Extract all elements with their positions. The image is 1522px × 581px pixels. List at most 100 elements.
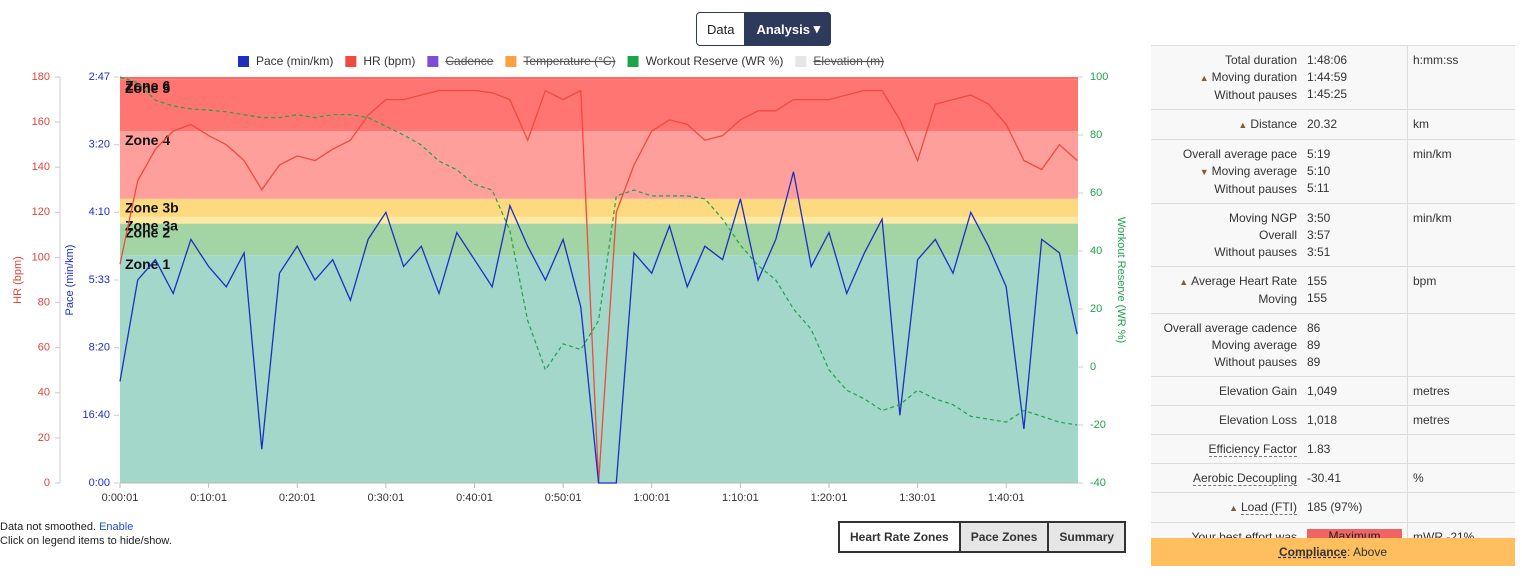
stat-label-line: ▲ Distance: [1156, 116, 1297, 134]
stat-label: Distance: [1250, 117, 1297, 131]
legend-swatch: [238, 56, 249, 67]
pace-tick-label: 0:00: [89, 477, 110, 489]
caret-icon[interactable]: ▲: [1179, 277, 1189, 287]
stat-value: 5:10: [1307, 164, 1331, 178]
legend-item[interactable]: Pace (min/km): [238, 54, 333, 68]
stat-labels: ▲ Load (FTI): [1151, 492, 1302, 523]
legend-label: Workout Reserve (WR %): [646, 54, 784, 68]
stat-label-line: Moving NGP: [1156, 210, 1297, 227]
hr-tick-label: 140: [32, 161, 50, 173]
stat-row: ▲ Average Heart Rate Moving 155 155 bpm: [1151, 266, 1515, 314]
wr-tick-label: 100: [1090, 71, 1108, 83]
stat-unit-text: bpm: [1413, 274, 1437, 288]
caret-icon[interactable]: ▲: [1199, 73, 1209, 83]
stat-unit-text: min/km: [1413, 211, 1452, 225]
stat-value: 20.32: [1307, 117, 1338, 131]
stat-label: Load (FTI): [1240, 500, 1297, 515]
pace-zones-button[interactable]: Pace Zones: [958, 523, 1048, 551]
stat-label-line: Without pauses: [1156, 181, 1297, 198]
stat-value: 1:48:06: [1307, 53, 1348, 67]
zone-band: [120, 198, 1078, 217]
stat-label: Moving average: [1211, 338, 1297, 352]
hr-tick-label: 0: [44, 477, 50, 489]
legend-label: Pace (min/km): [256, 54, 333, 68]
stat-label: Efficiency Factor: [1208, 442, 1297, 457]
stat-labels: Efficiency Factor: [1151, 434, 1302, 464]
caret-icon[interactable]: ▲: [1229, 503, 1238, 513]
x-tick-label: 1:40:01: [988, 492, 1025, 504]
hr-zones-button[interactable]: Heart Rate Zones: [840, 523, 959, 551]
stats-table: Total duration ▲ Moving duration Without pa…: [1151, 45, 1515, 551]
legend-item[interactable]: Elevation (m): [795, 54, 884, 68]
stat-label: Aerobic Decoupling: [1192, 471, 1297, 486]
stat-label-line: ▲ Load (FTI): [1156, 499, 1297, 517]
tab-label: Analysis: [756, 21, 810, 37]
stat-label-line: Aerobic Decoupling: [1156, 470, 1297, 487]
tab-data[interactable]: Data: [696, 12, 746, 46]
wr-axis-title: Workout Reserve (WR %): [1115, 217, 1127, 343]
compliance-bar: Compliance: Above: [1151, 538, 1515, 566]
zone-band: [120, 79, 1078, 132]
legend-hint: Click on legend items to hide/show.: [0, 535, 172, 547]
caret-icon[interactable]: ▲: [1238, 120, 1248, 130]
enable-link[interactable]: Enable: [99, 521, 134, 533]
tab-analysis[interactable]: Analysis ▾: [745, 12, 832, 46]
stat-values: 155 155: [1302, 266, 1408, 314]
stat-label-line: Efficiency Factor: [1156, 441, 1297, 458]
stat-labels: ▲ Average Heart Rate Moving: [1151, 266, 1302, 314]
legend-item[interactable]: Workout Reserve (WR %): [627, 54, 784, 68]
series-line: [119, 171, 1078, 484]
hr-tick-label: 100: [32, 251, 50, 263]
legend-swatch: [427, 56, 439, 67]
stat-value: 89: [1307, 338, 1321, 352]
zone-label: Zone 5: [125, 80, 170, 96]
stat-label-line: ▲ Moving duration: [1156, 69, 1297, 87]
stat-label: Without pauses: [1214, 88, 1297, 102]
stat-label: Overall: [1258, 228, 1297, 242]
note-line: Data not smoothed. Enable: [0, 520, 172, 534]
zone-buttons: Heart Rate Zones Pace Zones Summary: [838, 521, 1127, 553]
stat-unit: [1407, 313, 1515, 377]
hr-tick-label: 120: [32, 206, 50, 218]
legend-item[interactable]: Cadence: [427, 54, 494, 68]
summary-button[interactable]: Summary: [1047, 523, 1125, 551]
stat-label-line: Without pauses: [1156, 244, 1297, 261]
legend-swatch: [345, 56, 357, 67]
stat-label: Elevation Loss: [1218, 413, 1297, 427]
legend-item[interactable]: Temperature (°C): [505, 54, 616, 68]
zone-label: Zone 6: [125, 78, 170, 94]
zone-band: [120, 223, 1078, 256]
x-tick-label: 1:30:01: [899, 492, 936, 504]
caret-icon[interactable]: ▼: [1199, 167, 1209, 177]
stat-label-line: Without pauses: [1156, 87, 1297, 104]
legend-item[interactable]: HR (bpm): [345, 54, 415, 68]
stat-unit: metres: [1407, 405, 1515, 435]
stat-label: Moving: [1258, 292, 1297, 306]
stat-values: 1.83: [1302, 434, 1408, 464]
stat-unit-text: metres: [1413, 413, 1450, 427]
compliance-value: : Above: [1346, 545, 1388, 559]
zone-band: [120, 216, 1078, 224]
x-tick-label: 0:30:01: [368, 492, 405, 504]
pace-axis-title: Pace (min/km): [64, 245, 76, 316]
legend-swatch: [795, 56, 807, 67]
legend-label: Elevation (m): [813, 54, 884, 68]
hr-tick-label: 80: [38, 296, 50, 308]
hr-tick-label: 20: [38, 432, 50, 444]
smoothing-note: Data not smoothed.: [0, 521, 97, 533]
stat-label: Elevation Gain: [1218, 384, 1297, 398]
stat-unit: km: [1407, 109, 1515, 140]
stat-label: Without pauses: [1214, 245, 1297, 259]
stat-values: 86 89 89: [1302, 313, 1408, 377]
stat-value: 3:51: [1307, 245, 1331, 259]
stat-label-line: ▼ Moving average: [1156, 163, 1297, 181]
stat-label: Without pauses: [1214, 182, 1297, 196]
stat-value: -30.41: [1307, 471, 1342, 485]
stat-unit-text: min/km: [1413, 147, 1452, 161]
stat-label-line: Without pauses: [1156, 354, 1297, 371]
stat-values: 1,018: [1302, 405, 1408, 435]
hr-axis-title: HR (bpm): [12, 256, 24, 304]
stat-value: 3:57: [1307, 228, 1331, 242]
legend-swatch: [505, 56, 517, 67]
